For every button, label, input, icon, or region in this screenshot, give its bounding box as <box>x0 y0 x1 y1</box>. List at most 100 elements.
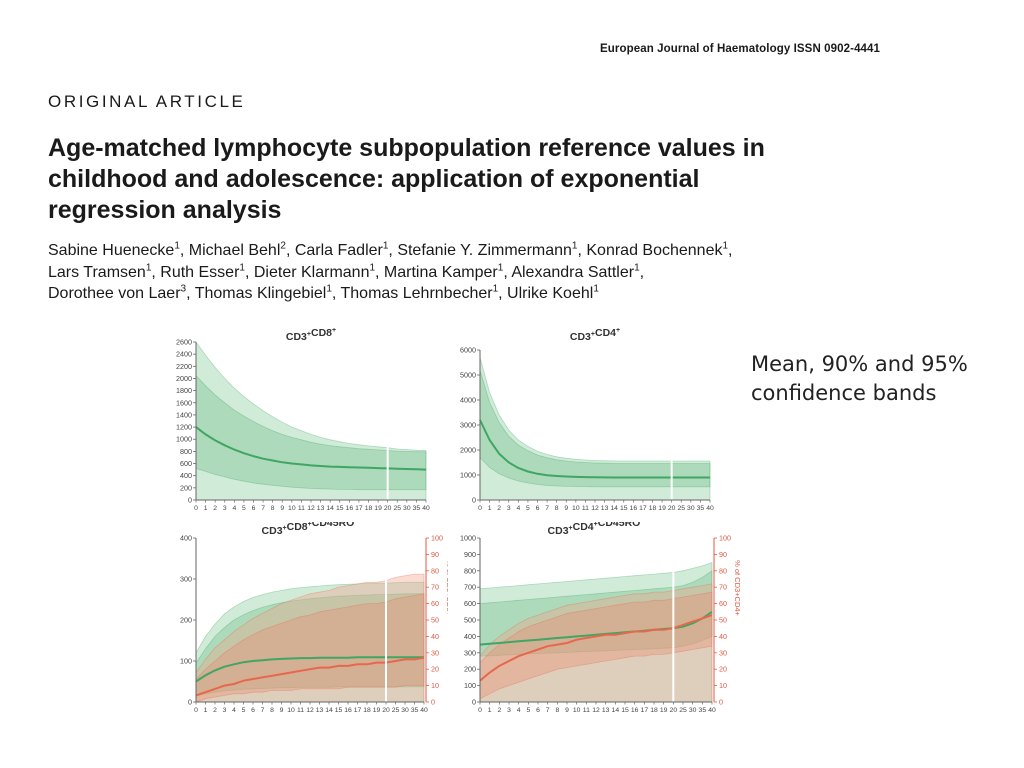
y2-tick-label: 90 <box>431 550 439 559</box>
y-tick-label: 1200 <box>176 423 192 432</box>
x-tick-label: 18 <box>650 707 658 714</box>
author-affiliation: 1 <box>239 262 245 274</box>
y-tick-label: 2600 <box>176 338 192 347</box>
x-tick-label: 10 <box>573 707 581 714</box>
y-tick-label: 700 <box>464 583 476 592</box>
y2-tick-label: 80 <box>719 566 727 575</box>
x-tick-label: 13 <box>602 707 610 714</box>
x-tick-label: 1 <box>204 707 208 714</box>
x-tick-label: 16 <box>346 505 354 512</box>
y2-tick-label: 50 <box>719 616 727 625</box>
x-tick-label: 15 <box>336 505 344 512</box>
x-tick-label: 9 <box>280 707 284 714</box>
author-name: Konrad Bochennek <box>586 242 723 259</box>
x-tick-label: 19 <box>658 505 666 512</box>
x-tick-label: 30 <box>401 707 409 714</box>
x-tick-label: 8 <box>271 505 275 512</box>
y2-tick-label: 90 <box>719 550 727 559</box>
author-affiliation: 1 <box>497 262 504 274</box>
y2-tick-label: 50 <box>431 616 439 625</box>
x-tick-label: 30 <box>689 707 697 714</box>
x-tick-label: 17 <box>354 707 362 714</box>
title-line: regression analysis <box>48 196 282 224</box>
x-tick-label: 15 <box>335 707 343 714</box>
x-tick-label: 14 <box>612 707 620 714</box>
x-tick-label: 2 <box>497 505 501 512</box>
x-tick-label: 8 <box>270 707 274 714</box>
y2-tick-label: 20 <box>719 665 727 674</box>
y-tick-label: 100 <box>180 657 192 666</box>
x-tick-label: 5 <box>242 707 246 714</box>
y-tick-label: 0 <box>472 698 476 707</box>
x-tick-label: 15 <box>621 707 629 714</box>
x-tick-label: 18 <box>649 505 657 512</box>
x-tick-label: 3 <box>223 505 227 512</box>
x-tick-label: 4 <box>232 707 236 714</box>
author-affiliation: 1 <box>634 262 640 274</box>
author-name: Thomas Lehrnbecher <box>340 285 493 302</box>
x-tick-label: 3 <box>507 707 511 714</box>
green-band90-area <box>195 374 427 491</box>
annotation-note: Mean, 90% and 95% confidence bands <box>751 350 968 408</box>
green-band90-area <box>479 369 711 488</box>
author-affiliation: 3 <box>180 283 187 295</box>
x-tick-label: 1 <box>488 707 492 714</box>
note-line: confidence bands <box>751 381 937 405</box>
y2-tick-label: 100 <box>431 534 443 543</box>
x-tick-label: 11 <box>582 505 589 512</box>
x-tick-label: 1 <box>488 505 492 512</box>
x-tick-label: 40 <box>706 505 714 512</box>
x-tick-label: 0 <box>194 505 198 512</box>
x-tick-label: 11 <box>298 505 305 512</box>
x-tick-label: 7 <box>546 707 550 714</box>
y-tick-label: 300 <box>464 648 476 657</box>
x-tick-label: 13 <box>317 505 325 512</box>
x-tick-label: 4 <box>517 707 521 714</box>
x-tick-label: 17 <box>355 505 363 512</box>
x-tick-label: 7 <box>261 505 265 512</box>
y-tick-label: 200 <box>180 616 192 625</box>
note-line: Mean, 90% and 95% <box>751 352 968 376</box>
paper-title: Age-matched lymphocyte subpopulation ref… <box>48 133 948 226</box>
author-name: Alexandra Sattler <box>511 263 635 281</box>
y-tick-label: 500 <box>464 616 476 625</box>
y-tick-label: 4000 <box>460 396 476 405</box>
y-tick-label: 0 <box>188 496 192 505</box>
x-tick-label: 25 <box>393 505 401 512</box>
y2-tick-label: 70 <box>431 583 439 592</box>
x-tick-label: 30 <box>687 505 695 512</box>
y-tick-label: 1600 <box>176 398 192 407</box>
chart-title: CD3+CD4+CD45RO+ <box>548 522 645 537</box>
x-tick-label: 20 <box>668 505 676 512</box>
author-name: Sabine Huenecke <box>48 242 175 259</box>
x-tick-label: 5 <box>526 505 530 512</box>
x-tick-label: 11 <box>297 707 304 714</box>
green-band90-area <box>479 570 713 657</box>
x-tick-label: 6 <box>251 707 255 714</box>
x-tick-label: 10 <box>287 707 295 714</box>
x-tick-label: 35 <box>697 505 705 512</box>
x-tick-label: 13 <box>316 707 324 714</box>
x-tick-label: 35 <box>411 707 419 714</box>
y2-tick-label: 40 <box>719 632 727 641</box>
author-name: Lars Tramsen <box>48 263 146 281</box>
x-tick-label: 12 <box>306 707 314 714</box>
x-tick-label: 17 <box>639 505 647 512</box>
x-tick-label: 2 <box>497 707 501 714</box>
x-tick-label: 7 <box>261 707 265 714</box>
author-line: Sabine Huenecke1, Michael Behl2, Carla F… <box>48 240 733 259</box>
y2-axis-label: % of CD3+CD8+ <box>445 560 448 616</box>
x-tick-label: 40 <box>420 707 428 714</box>
y-tick-label: 400 <box>464 632 476 641</box>
y2-tick-label: 0 <box>719 698 723 707</box>
author-name: Martina Kamper <box>383 263 498 281</box>
x-tick-label: 14 <box>610 505 618 512</box>
y2-tick-label: 20 <box>431 665 439 674</box>
x-tick-label: 9 <box>565 707 569 714</box>
author-affiliation: 1 <box>174 240 180 252</box>
author-affiliation: 1 <box>571 240 578 252</box>
y2-tick-label: 30 <box>719 648 727 657</box>
y-tick-label: 1000 <box>176 435 192 444</box>
x-tick-label: 5 <box>242 505 246 512</box>
title-line: childhood and adolescence: application o… <box>48 165 700 193</box>
